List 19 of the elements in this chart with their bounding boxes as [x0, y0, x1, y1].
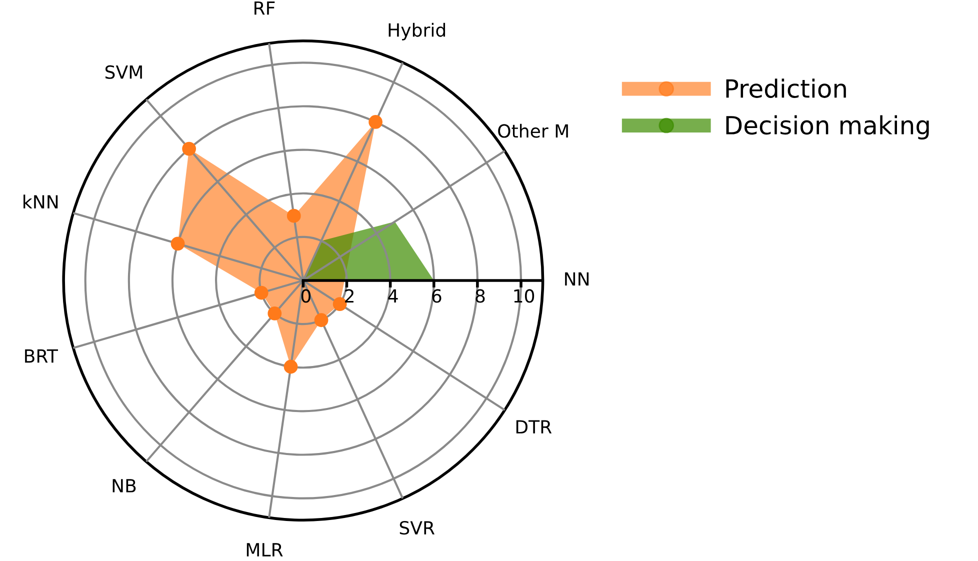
y-tick-label: 10: [514, 289, 534, 303]
y-tick-label: 0: [301, 289, 311, 303]
legend-label: Prediction: [726, 78, 846, 98]
y-tick-label: 8: [476, 289, 485, 303]
spoke-label: Other M: [498, 124, 568, 138]
spoke-label: Hybrid: [388, 22, 446, 40]
spoke-label: DTR: [516, 420, 552, 434]
spoke-label: MLR: [246, 543, 283, 556]
spoke-label: NN: [565, 272, 589, 286]
spoke-label: BRT: [25, 349, 58, 363]
spoke-label: SVR: [400, 520, 435, 535]
spoke-label: RF: [254, 1, 275, 15]
y-tick-label: 4: [388, 289, 398, 303]
legend-label: Decision making: [726, 115, 929, 140]
spoke-label: kNN: [24, 194, 58, 208]
y-tick-label: 6: [432, 289, 442, 303]
spoke-label: SVM: [105, 65, 142, 79]
y-tick-label: 2: [345, 289, 354, 303]
spoke-label: NB: [112, 479, 136, 492]
